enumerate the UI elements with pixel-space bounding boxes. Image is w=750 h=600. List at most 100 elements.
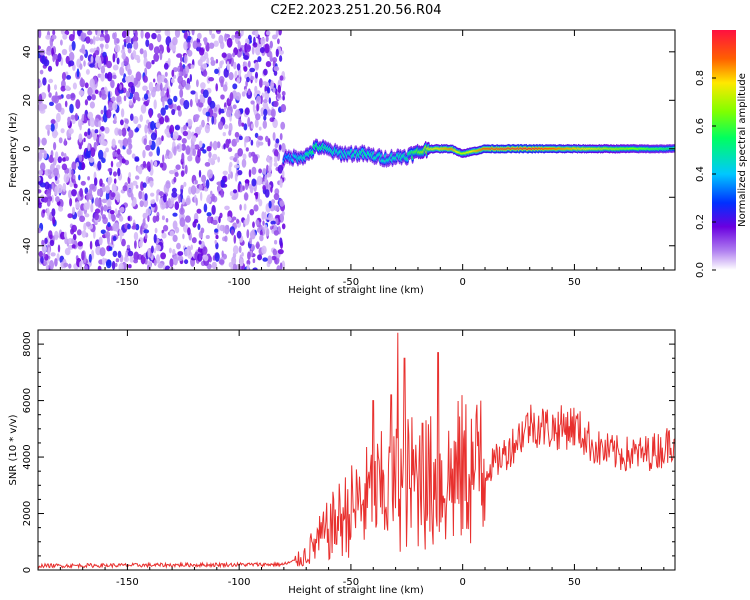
noise-blob xyxy=(89,183,96,190)
noise-blob xyxy=(125,36,131,44)
noise-blob xyxy=(171,108,176,116)
noise-blob xyxy=(162,97,165,108)
chart-title: C2E2.2023.251.20.56.R04 xyxy=(270,3,441,18)
noise-blob xyxy=(81,161,85,171)
noise-blob xyxy=(153,233,157,244)
noise-blob xyxy=(133,80,137,87)
noise-blob xyxy=(52,216,56,225)
noise-blob xyxy=(121,61,125,68)
noise-blob xyxy=(241,91,246,97)
noise-blob xyxy=(155,138,160,148)
noise-blob xyxy=(130,74,135,84)
noise-blob xyxy=(41,239,45,246)
noise-blob xyxy=(266,109,273,116)
noise-blob xyxy=(57,156,62,164)
noise-blob xyxy=(255,219,260,226)
noise-blob xyxy=(89,240,93,250)
noise-blob xyxy=(211,115,215,125)
noise-blob xyxy=(210,190,213,196)
noise-blob xyxy=(134,156,140,162)
noise-blob xyxy=(49,101,54,107)
noise-blob xyxy=(88,157,95,163)
noise-blob xyxy=(97,188,100,196)
noise-blob xyxy=(156,146,160,157)
noise-blob xyxy=(66,94,71,100)
noise-blob xyxy=(120,108,125,118)
noise-blob xyxy=(204,124,211,134)
noise-blob xyxy=(184,215,191,223)
noise-blob xyxy=(43,252,46,258)
noise-blob xyxy=(56,184,63,194)
noise-blob xyxy=(43,150,47,159)
noise-blob xyxy=(262,120,267,129)
noise-blob xyxy=(174,172,179,177)
noise-blob xyxy=(183,124,188,131)
noise-blob xyxy=(222,224,225,234)
noise-blob xyxy=(224,224,230,235)
noise-blob xyxy=(239,204,242,211)
colorbar-tick-label: 0.4 xyxy=(695,166,706,182)
noise-blob xyxy=(202,246,208,255)
noise-blob xyxy=(95,36,100,42)
noise-blob xyxy=(124,76,128,82)
noise-blob xyxy=(187,49,193,57)
noise-blob xyxy=(254,118,259,128)
noise-blob xyxy=(137,97,141,102)
noise-blob xyxy=(68,60,75,67)
noise-blob xyxy=(277,249,284,255)
noise-blob xyxy=(281,91,286,96)
noise-blob xyxy=(264,43,270,54)
noise-blob xyxy=(270,199,276,205)
noise-blob xyxy=(253,36,256,46)
noise-blob xyxy=(130,113,134,121)
noise-blob xyxy=(190,244,193,251)
noise-blob xyxy=(167,197,171,206)
noise-blob xyxy=(110,160,114,168)
noise-blob xyxy=(237,183,241,193)
noise-blob xyxy=(116,57,120,65)
noise-blob xyxy=(99,178,103,187)
noise-blob xyxy=(230,171,234,179)
noise-blob xyxy=(106,199,112,207)
noise-blob xyxy=(218,34,224,45)
spectrogram-y-ticks: -40 -20 0 20 40 xyxy=(22,45,675,254)
noise-blob xyxy=(271,108,276,118)
noise-blob xyxy=(140,254,146,265)
noise-blob xyxy=(105,231,111,239)
noise-blob xyxy=(229,92,234,102)
noise-blob xyxy=(244,179,250,184)
noise-blob xyxy=(142,149,146,159)
noise-blob xyxy=(212,140,218,151)
noise-blob xyxy=(266,87,271,94)
noise-blob xyxy=(124,118,129,125)
noise-blob xyxy=(264,189,270,198)
noise-blob xyxy=(189,99,193,108)
noise-blob xyxy=(94,208,101,214)
noise-blob xyxy=(236,63,241,71)
y-tick-label: -20 xyxy=(22,189,33,205)
noise-blob xyxy=(63,262,69,268)
noise-blob xyxy=(114,52,118,59)
noise-blob xyxy=(127,68,132,76)
noise-blob xyxy=(170,78,175,84)
noise-blob xyxy=(191,30,195,36)
noise-blob xyxy=(229,161,233,168)
noise-blob xyxy=(255,113,261,121)
noise-blob xyxy=(166,88,169,98)
noise-blob xyxy=(111,183,117,193)
noise-blob xyxy=(238,135,243,141)
noise-blob xyxy=(72,206,75,216)
noise-blob xyxy=(263,108,268,117)
noise-blob xyxy=(243,123,248,131)
noise-blob xyxy=(60,30,65,35)
noise-blob xyxy=(84,213,90,218)
noise-blob xyxy=(192,40,198,49)
noise-blob xyxy=(110,192,116,198)
noise-blob xyxy=(75,201,81,209)
noise-blob xyxy=(197,223,201,231)
noise-blob xyxy=(126,148,132,155)
noise-blob xyxy=(50,123,55,132)
noise-blob xyxy=(224,235,228,242)
noise-blob xyxy=(237,148,243,157)
noise-blob xyxy=(154,227,158,234)
